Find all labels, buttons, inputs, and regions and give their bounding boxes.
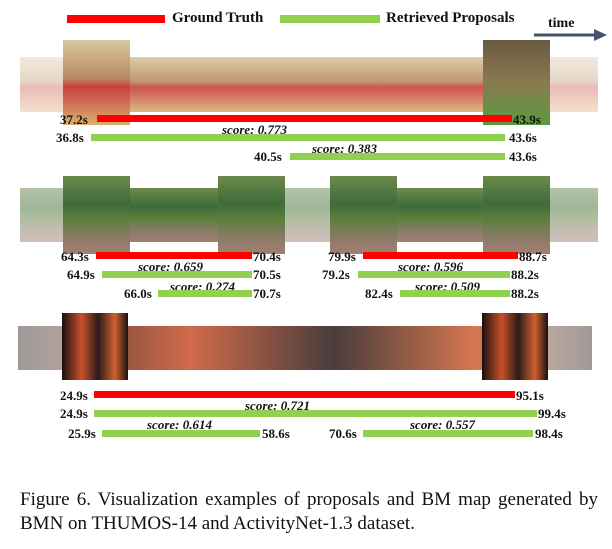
- proposal-score: score: 0.659: [138, 259, 203, 274]
- gt-end-time: 95.1s: [516, 388, 544, 403]
- start-keyframe: [63, 40, 130, 125]
- proposal-start-time: 70.6s: [329, 426, 357, 441]
- video-frames: [397, 188, 483, 242]
- proposal-bar: [94, 410, 537, 417]
- faded-frame: [550, 57, 598, 112]
- gt-end-time: 88.7s: [519, 249, 547, 264]
- start-keyframe: [62, 313, 128, 380]
- gt-start-time: 64.3s: [61, 249, 89, 264]
- legend-ground-truth-label: Ground Truth: [172, 10, 264, 26]
- start-keyframe: [330, 176, 397, 254]
- proposal-start-time: 25.9s: [68, 426, 96, 441]
- end-keyframe: [218, 176, 285, 254]
- gt-end-time: 70.4s: [253, 249, 281, 264]
- proposal-score: score: 0.274: [170, 279, 235, 294]
- proposal-start-time: 64.9s: [67, 267, 95, 282]
- proposal-end-time: 70.7s: [253, 286, 281, 301]
- proposal-bar: [102, 271, 252, 278]
- proposal-start-time: 82.4s: [365, 286, 393, 301]
- start-keyframe: [63, 176, 130, 254]
- proposal-score: score: 0.773: [222, 122, 287, 137]
- ground-truth-bar: [96, 252, 252, 259]
- proposal-bar: [102, 430, 260, 437]
- proposal-score: score: 0.596: [398, 259, 463, 274]
- end-keyframe: [482, 313, 548, 380]
- gt-start-time: 24.9s: [60, 388, 88, 403]
- ground-truth-bar: [97, 115, 512, 122]
- proposal-score: score: 0.721: [245, 398, 310, 413]
- proposal-end-time: 70.5s: [253, 267, 281, 282]
- end-keyframe: [483, 40, 550, 125]
- proposal-score: score: 0.509: [415, 279, 480, 294]
- proposal-start-time: 40.5s: [254, 149, 282, 164]
- proposal-end-time: 99.4s: [538, 406, 566, 421]
- gt-start-time: 37.2s: [60, 112, 88, 127]
- legend-retrieved-label: Retrieved Proposals: [386, 10, 515, 26]
- proposal-start-time: 66.0s: [124, 286, 152, 301]
- proposal-end-time: 58.6s: [262, 426, 290, 441]
- proposal-start-time: 79.2s: [322, 267, 350, 282]
- proposal-bar: [400, 290, 510, 297]
- time-arrow-icon: [534, 29, 607, 41]
- proposal-end-time: 43.6s: [509, 130, 537, 145]
- legend-retrieved-swatch: [280, 15, 380, 23]
- proposal-start-time: 24.9s: [60, 406, 88, 421]
- proposal-bar: [363, 430, 533, 437]
- proposal-start-time: 36.8s: [56, 130, 84, 145]
- video-frames: [130, 188, 218, 242]
- legend-ground-truth-swatch: [67, 15, 165, 23]
- gt-start-time: 79.9s: [328, 249, 356, 264]
- end-keyframe: [483, 176, 550, 254]
- proposal-bar: [358, 271, 510, 278]
- proposal-end-time: 88.2s: [511, 286, 539, 301]
- faded-frame: [20, 57, 63, 112]
- ground-truth-bar: [363, 252, 518, 259]
- time-label: time: [548, 16, 575, 31]
- proposal-end-time: 88.2s: [511, 267, 539, 282]
- gt-end-time: 43.9s: [513, 112, 541, 127]
- proposal-bar: [290, 153, 505, 160]
- proposal-bar: [158, 290, 252, 297]
- proposal-end-time: 98.4s: [535, 426, 563, 441]
- proposal-score: score: 0.383: [312, 141, 377, 156]
- proposal-score: score: 0.557: [410, 417, 475, 432]
- proposal-end-time: 43.6s: [509, 149, 537, 164]
- ground-truth-bar: [94, 391, 515, 398]
- proposal-score: score: 0.614: [147, 417, 212, 432]
- figure-caption: Figure 6. Visualization examples of prop…: [20, 489, 598, 534]
- faded-frame: [18, 326, 62, 370]
- proposal-bar: [91, 134, 505, 141]
- faded-frame: [548, 326, 592, 370]
